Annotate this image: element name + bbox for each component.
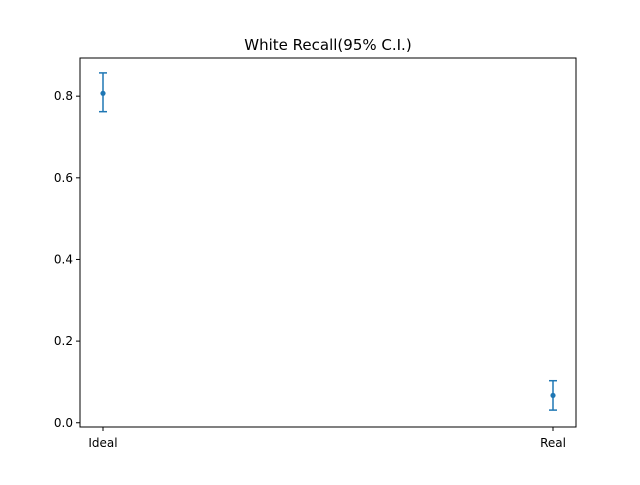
data-series [99, 72, 557, 411]
x-tick-label-ideal: Ideal [88, 436, 117, 450]
axes-frame [79, 57, 577, 428]
data-point-group-real [549, 379, 557, 411]
data-point-ideal [100, 90, 106, 96]
y-tick-label: 0.0 [54, 416, 73, 430]
y-tick-label: 0.6 [54, 171, 73, 185]
y-tick-label: 0.2 [54, 334, 73, 348]
y-tick-label: 0.8 [54, 89, 73, 103]
chart-title: White Recall(95% C.I.) [244, 36, 411, 54]
x-tick-label-real: Real [540, 436, 566, 450]
data-point-real [550, 392, 556, 399]
x-axis-ticks: Ideal Real [88, 427, 566, 450]
y-tick-label: 0.4 [54, 252, 73, 266]
y-axis-ticks: 0.0 0.2 0.4 0.6 0.8 [54, 89, 80, 430]
data-point-group-ideal [99, 72, 107, 113]
